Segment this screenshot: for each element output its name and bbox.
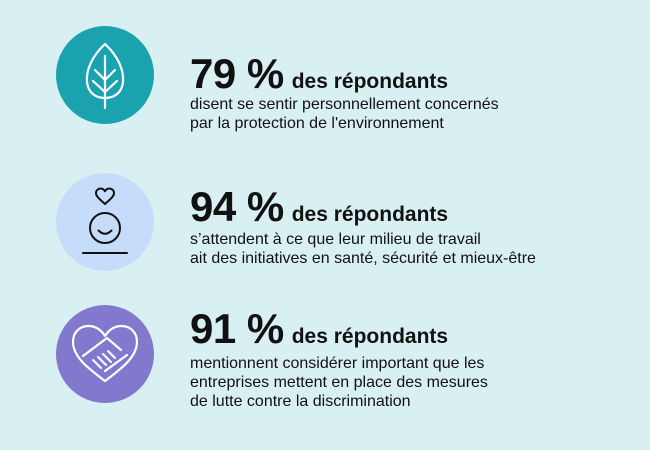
stat-percent: 94 %: [190, 183, 284, 230]
description-line: entreprises mettent en place des mesures: [190, 374, 488, 391]
stat-percent: 79 %: [190, 50, 284, 97]
environment-icon-circle: [56, 26, 154, 124]
heart-handshake-icon: [71, 324, 139, 383]
stat-description: mentionnent considérer important que les…: [190, 354, 630, 411]
stat-percent: 91 %: [190, 305, 284, 352]
description-line: disent se sentir personnellement concern…: [190, 96, 499, 113]
description-line: s’attendent à ce que leur milieu de trav…: [190, 231, 481, 248]
leaf-icon: [85, 42, 125, 110]
wellbeing-person-icon: [82, 187, 128, 254]
discrimination-icon-circle: [56, 305, 154, 403]
stat-label: des répondants: [291, 70, 449, 93]
stat-headline: 91 % des répondants: [190, 305, 448, 353]
stat-headline: 79 % des répondants: [190, 50, 448, 98]
description-line: de lutte contre la discrimination: [190, 393, 411, 410]
description-line: ait des initiatives en santé, sécurité e…: [190, 250, 536, 267]
stat-description: disent se sentir personnellement concern…: [190, 95, 630, 133]
stat-label: des répondants: [291, 203, 449, 226]
stat-headline: 94 % des répondants: [190, 183, 448, 231]
stat-label: des répondants: [291, 325, 449, 348]
stat-description: s’attendent à ce que leur milieu de trav…: [190, 230, 630, 268]
wellbeing-icon-circle: [56, 173, 154, 271]
description-line: par la protection de l'environnement: [190, 115, 444, 132]
description-line: mentionnent considérer important que les: [190, 355, 485, 372]
